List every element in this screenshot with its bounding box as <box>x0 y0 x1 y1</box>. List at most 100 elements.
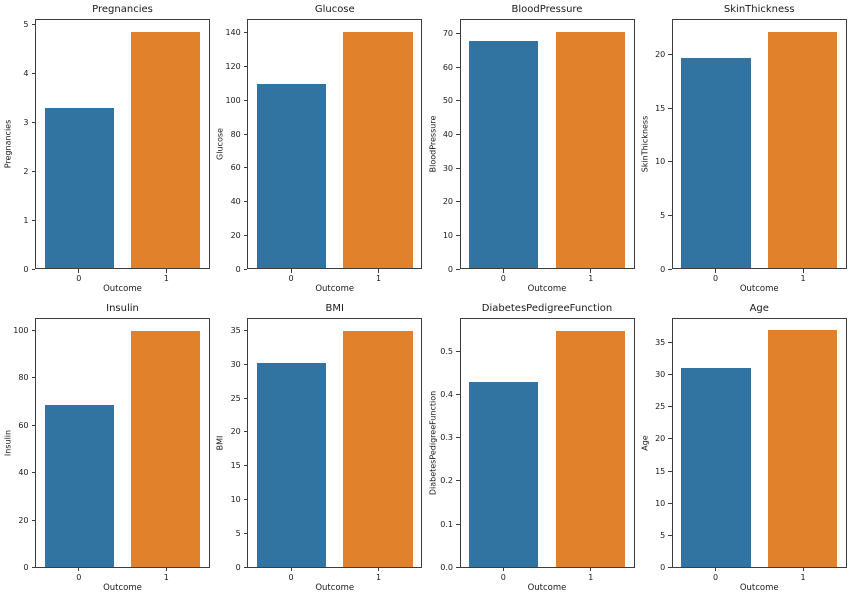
x-tick-mark <box>802 567 804 571</box>
y-tick-mark <box>243 397 248 399</box>
x-tick-label: 0 <box>288 274 294 283</box>
y-tick-label: 140 <box>225 28 241 38</box>
y-tick-mark <box>456 33 460 35</box>
y-tick-label: 30 <box>442 163 453 173</box>
x-tick-mark <box>590 567 592 571</box>
x-tick-mark <box>715 269 716 273</box>
plot-area <box>459 317 635 568</box>
subplot-glucose: Glucose Glucose 0 20 40 60 80 100 120 140 0 1 Outcom… <box>212 0 424 299</box>
y-tick-mark <box>668 374 672 376</box>
y-tick-mark <box>243 133 248 135</box>
x-axis-label: Outcome <box>315 284 355 294</box>
y-tick-mark <box>668 438 672 440</box>
x-tick-label: 1 <box>163 274 169 283</box>
y-tick-mark <box>456 234 460 236</box>
subplot-pregnancies: Pregnancies Pregnancies 0 1 2 3 4 5 0 1 Outcome <box>0 0 212 299</box>
y-tick-mark <box>243 533 248 535</box>
plot-area <box>459 19 635 269</box>
chart-title: Glucose <box>314 4 355 15</box>
plot-area <box>247 317 423 568</box>
y-tick-mark <box>31 329 35 331</box>
subplot-age: Age Age 0 5 10 15 20 25 30 35 0 1 Outcome <box>637 299 849 597</box>
y-axis-label: SkinThickness <box>640 115 650 173</box>
x-tick-label: 0 <box>500 274 506 283</box>
plot-area <box>247 19 423 269</box>
y-tick-mark <box>668 534 672 536</box>
y-tick-label: 35 <box>655 338 666 348</box>
y-tick-mark <box>456 201 460 203</box>
y-tick-mark <box>456 567 460 568</box>
x-tick-mark <box>290 269 292 273</box>
y-axis-label: BloodPressure <box>428 115 437 173</box>
chart-title: Age <box>749 302 769 314</box>
subplot-bloodpressure: BloodPressure BloodPressure 0 10 20 30 40 50 60 7… <box>425 0 637 299</box>
y-tick-label: 120 <box>225 62 241 72</box>
y-tick-label: 15 <box>230 461 241 471</box>
x-tick-label: 1 <box>375 572 382 582</box>
y-tick-mark <box>456 480 460 482</box>
bar-outcome-0 <box>469 40 539 268</box>
y-tick-label: 3 <box>23 117 29 127</box>
y-tick-label: 40 <box>230 197 241 207</box>
y-tick-mark <box>668 214 672 216</box>
y-tick-mark <box>31 377 35 379</box>
bar-outcome-0 <box>469 382 539 567</box>
y-tick-label: 25 <box>230 393 241 403</box>
y-axis-label: Pregnancies <box>3 119 13 169</box>
y-tick-mark <box>31 170 35 172</box>
y-tick-mark <box>243 567 248 568</box>
x-tick-mark <box>378 269 379 273</box>
x-tick-mark <box>802 269 804 273</box>
x-axis-label: Outcome <box>103 582 142 593</box>
y-tick-mark <box>456 523 460 525</box>
x-axis-label: Outcome <box>527 284 567 294</box>
y-tick-mark <box>668 406 672 408</box>
x-axis-label: Outcome <box>527 582 567 593</box>
y-tick-label: 20 <box>442 197 453 207</box>
y-tick-label: 5 <box>23 19 29 29</box>
bar-outcome-0 <box>256 84 327 268</box>
y-tick-label: 5 <box>660 530 666 540</box>
y-tick-label: 15 <box>655 466 666 476</box>
y-tick-mark <box>243 201 248 203</box>
x-tick-mark <box>502 269 504 273</box>
x-tick-label: 0 <box>500 572 506 582</box>
x-tick-label: 1 <box>800 572 806 582</box>
y-tick-label: 25 <box>655 402 666 412</box>
y-tick-label: 0 <box>235 563 241 572</box>
y-tick-label: 0 <box>23 264 29 274</box>
y-tick-label: 30 <box>655 370 666 380</box>
y-tick-mark <box>668 342 672 344</box>
y-tick-mark <box>668 470 672 472</box>
y-tick-label: 50 <box>442 96 453 106</box>
y-tick-mark <box>243 329 248 331</box>
y-tick-mark <box>456 268 460 270</box>
y-tick-mark <box>668 161 672 163</box>
y-tick-mark <box>243 363 248 365</box>
x-axis-label: Outcome <box>103 284 142 294</box>
y-tick-label: 10 <box>442 230 453 240</box>
y-tick-label: 0.1 <box>440 519 453 529</box>
y-tick-mark <box>243 99 248 101</box>
y-tick-mark <box>456 437 460 439</box>
y-tick-label: 10 <box>230 495 241 505</box>
y-tick-label: 1 <box>23 215 29 225</box>
x-tick-label: 0 <box>288 572 294 582</box>
y-tick-mark <box>668 53 672 55</box>
x-tick-label: 1 <box>588 274 594 283</box>
y-tick-mark <box>243 167 248 169</box>
x-tick-mark <box>78 269 80 273</box>
x-tick-mark <box>502 567 504 571</box>
y-tick-mark <box>243 465 248 467</box>
y-tick-mark <box>456 167 460 169</box>
x-tick-mark <box>590 269 592 273</box>
y-tick-mark <box>456 350 460 352</box>
y-tick-mark <box>31 121 35 123</box>
y-tick-mark <box>243 66 248 68</box>
y-tick-mark <box>243 431 248 433</box>
x-tick-label: 0 <box>76 572 82 582</box>
x-tick-label: 0 <box>76 274 82 283</box>
y-tick-label: 60 <box>442 62 453 72</box>
x-tick-label: 1 <box>588 572 594 582</box>
